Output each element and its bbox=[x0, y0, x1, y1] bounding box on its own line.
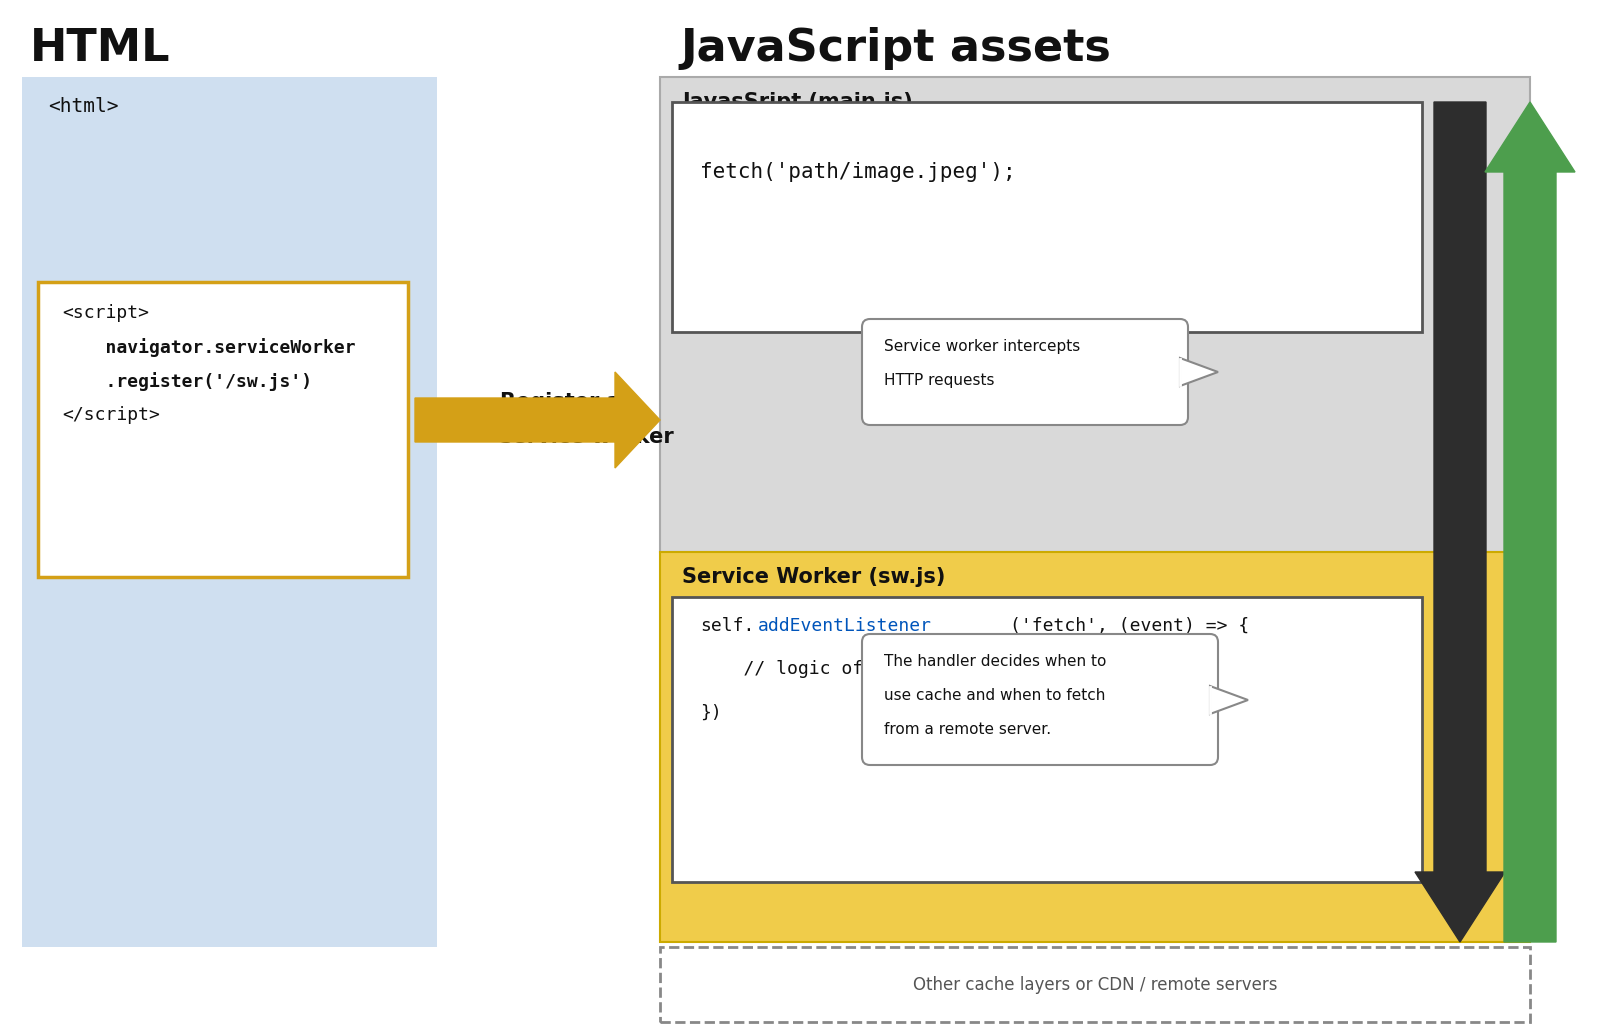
Text: use cache and when to fetch: use cache and when to fetch bbox=[883, 688, 1106, 703]
Text: self.: self. bbox=[701, 617, 754, 635]
FancyBboxPatch shape bbox=[661, 947, 1530, 1022]
Text: Service Worker (sw.js): Service Worker (sw.js) bbox=[682, 567, 946, 587]
FancyBboxPatch shape bbox=[661, 552, 1530, 942]
Polygon shape bbox=[1485, 102, 1574, 942]
Text: Register a: Register a bbox=[499, 392, 621, 412]
Text: HTTP requests: HTTP requests bbox=[883, 373, 995, 388]
Text: <html>: <html> bbox=[48, 97, 118, 116]
Polygon shape bbox=[414, 372, 661, 467]
Text: fetch('path/image.jpeg');: fetch('path/image.jpeg'); bbox=[701, 162, 1016, 182]
Text: <script>: <script> bbox=[62, 304, 149, 322]
Text: </script>: </script> bbox=[62, 406, 160, 424]
Text: HTML: HTML bbox=[30, 27, 171, 70]
FancyBboxPatch shape bbox=[38, 282, 408, 577]
Text: ('fetch', (event) => {: ('fetch', (event) => { bbox=[1010, 617, 1250, 635]
Text: JavaScript assets: JavaScript assets bbox=[680, 27, 1110, 70]
Text: addEventListener: addEventListener bbox=[758, 617, 931, 635]
Text: Service worker intercepts: Service worker intercepts bbox=[883, 338, 1080, 354]
Polygon shape bbox=[1210, 686, 1248, 714]
FancyBboxPatch shape bbox=[672, 102, 1422, 332]
FancyBboxPatch shape bbox=[862, 634, 1218, 765]
Text: service worker: service worker bbox=[499, 427, 674, 447]
Text: navigator.serviceWorker: navigator.serviceWorker bbox=[62, 338, 355, 357]
Text: .register('/sw.js'): .register('/sw.js') bbox=[62, 372, 312, 391]
Text: Other cache layers or CDN / remote servers: Other cache layers or CDN / remote serve… bbox=[912, 976, 1277, 994]
Text: }): }) bbox=[701, 704, 722, 722]
Text: The handler decides when to: The handler decides when to bbox=[883, 654, 1106, 669]
Polygon shape bbox=[1414, 102, 1506, 942]
FancyBboxPatch shape bbox=[22, 77, 437, 947]
Polygon shape bbox=[1181, 358, 1218, 386]
Text: from a remote server.: from a remote server. bbox=[883, 722, 1051, 737]
FancyBboxPatch shape bbox=[672, 596, 1422, 882]
FancyBboxPatch shape bbox=[862, 319, 1187, 425]
Text: JavasSript (main.js): JavasSript (main.js) bbox=[682, 92, 912, 112]
Text: // logic of handling fetch event: // logic of handling fetch event bbox=[701, 660, 1091, 678]
FancyBboxPatch shape bbox=[661, 77, 1530, 552]
